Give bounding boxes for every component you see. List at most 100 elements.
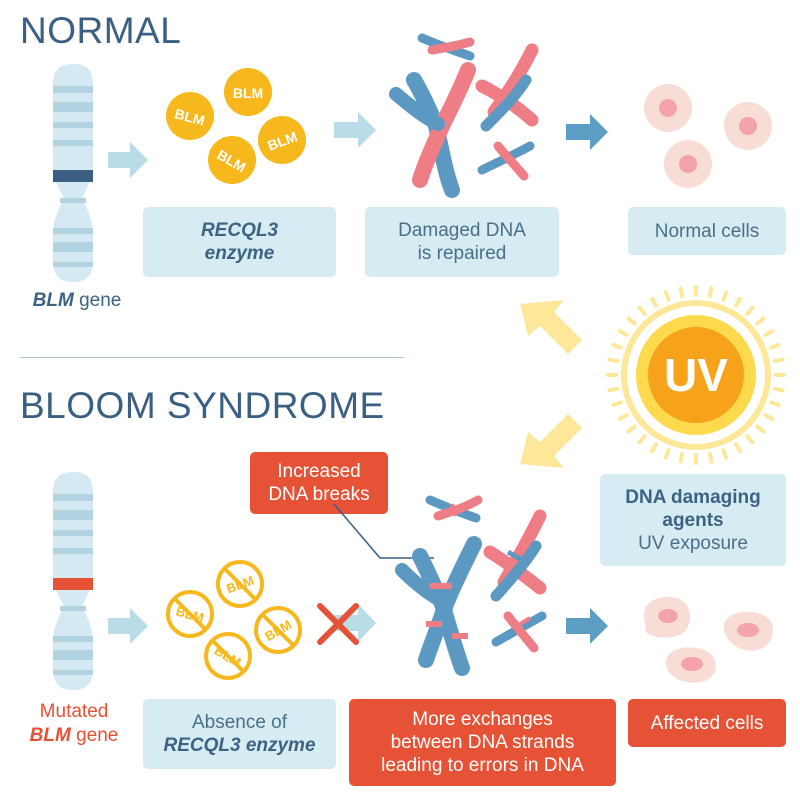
arrow-right-icon <box>566 114 608 150</box>
sun-ray <box>650 442 658 454</box>
sun-ray <box>663 448 671 460</box>
sun-ray <box>626 316 637 326</box>
blm-enzymes-normal: BLM BLM BLM BLM <box>166 68 306 184</box>
arrow-right-icon <box>334 112 376 148</box>
chromosome-x-large <box>389 62 476 198</box>
blm-absent-token: BLM <box>166 590 214 638</box>
mutated-chromosome <box>53 472 93 690</box>
sun-ray <box>637 305 647 316</box>
cell-icon <box>644 84 692 132</box>
normal-cells-label: Normal cells <box>654 220 760 242</box>
cell-icon <box>643 596 691 638</box>
arrow-up-left-icon <box>520 300 582 354</box>
blm-gene-label-rest: gene <box>73 290 122 311</box>
arrow-down-left-icon <box>520 414 582 468</box>
arrow-right-icon <box>566 608 608 644</box>
sun-ray <box>745 434 755 445</box>
uv-badge: UV <box>664 349 728 401</box>
affected-cells-label: Affected cells <box>650 712 764 734</box>
bloom-title: BLOOM SYNDROME <box>20 385 385 426</box>
chromosome-x-small <box>417 33 475 61</box>
blm-token-text: BLM <box>233 85 263 101</box>
uv-line3: UV exposure <box>638 532 748 554</box>
exchanges-line2: between DNA strands <box>390 732 575 753</box>
normal-cells <box>644 84 772 188</box>
section-divider <box>20 357 404 358</box>
cell-icon <box>724 102 772 150</box>
mutated-gene-label: Mutated BLM gene <box>14 700 134 748</box>
mutated-gene-rest: gene <box>70 725 119 746</box>
chromosome-x-small <box>425 495 483 523</box>
cell-icon <box>665 647 716 683</box>
sun-ray <box>650 296 658 308</box>
exchanges-line3: leading to errors in DNA <box>381 755 584 776</box>
blm-enzyme-token: BLM <box>208 136 256 184</box>
sun-ray <box>755 424 766 434</box>
sun-ray <box>611 342 623 350</box>
chromosome-x-small <box>491 611 547 653</box>
dna-breaks-callout: Increased DNA breaks <box>250 452 388 514</box>
exchanges-box: More exchanges between DNA strands leadi… <box>349 699 616 786</box>
blm-enzyme-token: BLM <box>258 116 306 164</box>
blm-absent-token: BLM <box>216 560 264 608</box>
sun-ray <box>769 342 781 350</box>
affected-cells <box>643 596 773 683</box>
sun-ray <box>678 451 685 464</box>
sun-ray <box>763 329 775 337</box>
sun-rays <box>606 285 786 465</box>
chromosomes-broken <box>395 495 547 676</box>
sun-ray <box>617 329 629 337</box>
sun-ray <box>745 305 755 316</box>
sun-ray <box>707 451 714 464</box>
sun-ray <box>607 386 620 393</box>
normal-cells-box: Normal cells <box>628 207 786 255</box>
arrow-right-icon <box>108 608 148 644</box>
chromosome-x-medium <box>483 509 547 602</box>
blm-gene-label: BLM gene <box>22 290 132 312</box>
dna-breaks-line1: Increased <box>277 461 361 482</box>
uv-line1: DNA damaging <box>625 486 761 508</box>
sun-ray <box>637 434 647 445</box>
arrow-right-icon <box>108 142 148 178</box>
blm-gene-label-italic: BLM <box>32 290 74 311</box>
normal-title: NORMAL <box>20 10 182 51</box>
dna-breaks-line2: DNA breaks <box>268 484 370 505</box>
sun-ray <box>707 286 714 299</box>
blm-enzyme-token: BLM <box>166 92 214 140</box>
mutated-gene-italic: BLM <box>29 725 71 746</box>
cell-icon <box>664 140 712 188</box>
absence-box: Absence of RECQL3 enzyme <box>143 699 336 769</box>
chromosome-x-large <box>395 536 482 676</box>
uv-sun: UV <box>606 285 786 465</box>
chromosome-x-small <box>477 141 535 181</box>
blm-enzyme-token: BLM <box>224 68 272 116</box>
chromosomes-normal <box>389 33 539 198</box>
absence-line1: Absence of <box>191 712 288 733</box>
sun-ray <box>755 316 766 326</box>
chromosome-x-medium <box>475 43 539 132</box>
sun-ray <box>772 357 785 364</box>
blocked-arrow <box>317 603 376 645</box>
sun-ray <box>626 424 637 434</box>
sun-ray <box>678 286 685 299</box>
sun-ray <box>769 400 781 408</box>
enzyme-name: RECQL3 <box>200 220 279 241</box>
blm-enzymes-absent: BLM BLM BLM BLM <box>166 560 302 680</box>
sun-ray <box>663 290 671 302</box>
uv-line2: agents <box>662 509 724 531</box>
sun-ray <box>734 442 742 454</box>
sun-ray <box>617 413 629 421</box>
cell-icon <box>723 611 773 651</box>
blm-absent-token: BLM <box>254 606 302 654</box>
uv-box: DNA damaging agents UV exposure <box>600 474 786 566</box>
sun-ray <box>734 296 742 308</box>
cross-icon <box>317 603 359 645</box>
repaired-line2: is repaired <box>417 243 507 264</box>
normal-chromosome <box>53 64 93 282</box>
sun-ray <box>721 290 729 302</box>
enzyme-box: RECQL3 enzyme <box>143 207 336 277</box>
repaired-line1: Damaged DNA <box>398 220 526 241</box>
blm-token-text: BLM <box>173 105 206 128</box>
mutated-gene-line2: BLM gene <box>14 724 134 748</box>
sun-ray <box>607 357 620 364</box>
